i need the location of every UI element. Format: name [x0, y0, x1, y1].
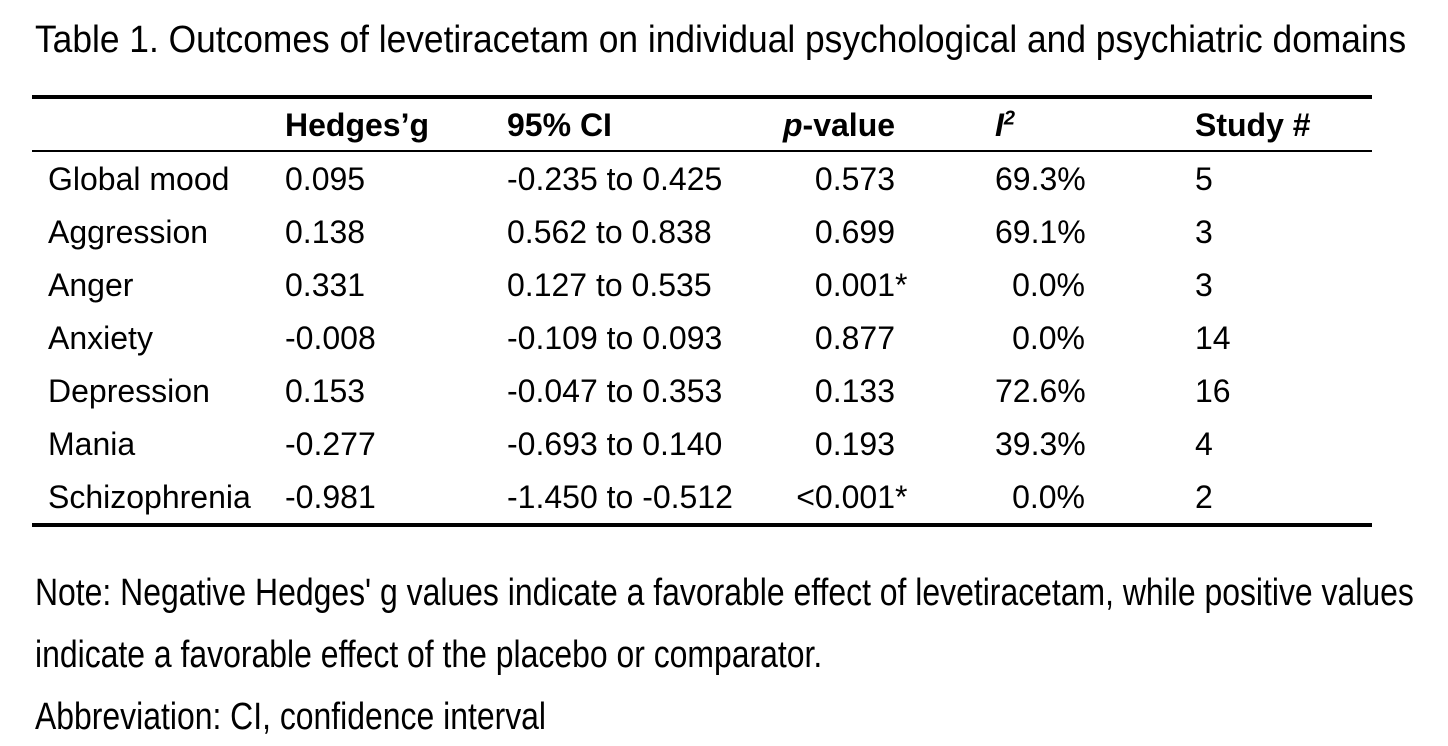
- note-line-2: indicate a favorable effect of the place…: [35, 634, 823, 676]
- ci-cell: -0.109 to 0.093: [507, 319, 723, 356]
- study-count-cell: 3: [1195, 213, 1213, 250]
- ci-cell: -0.235 to 0.425: [507, 160, 723, 197]
- p-value-cell: 0.193: [783, 428, 995, 460]
- i-squared-value: 0.0%: [1012, 266, 1085, 303]
- ci-cell: -1.450 to -0.512: [507, 478, 733, 515]
- i-squared-cell: 0.0%: [995, 481, 1195, 513]
- domain-cell: Schizophrenia: [48, 478, 251, 515]
- study-count-cell: 14: [1195, 319, 1231, 356]
- notes-section: Note: Negative Hedges' g values indicate…: [35, 562, 1448, 746]
- i-squared-value: 69.3%: [995, 160, 1086, 197]
- table-header-row: Hedges’g 95% CI p-value I2 Study #: [32, 99, 1372, 152]
- i-squared-cell: 0.0%: [995, 269, 1195, 301]
- p-value-cell: 0.001*: [783, 269, 995, 301]
- header-p-italic: p: [783, 106, 803, 143]
- hedges-g-cell: -0.981: [285, 478, 376, 515]
- table-row: Aggression 0.138 0.562 to 0.838 0.699 69.1% 3: [32, 205, 1372, 258]
- domain-cell: Anxiety: [48, 319, 153, 356]
- note-line-1: Note: Negative Hedges' g values indicate…: [35, 572, 1414, 614]
- header-ci: 95% CI: [507, 106, 612, 143]
- p-value-asterisk: *: [895, 478, 908, 515]
- hedges-g-cell: 0.095: [285, 160, 366, 197]
- ci-cell: 0.562 to 0.838: [507, 213, 712, 250]
- table-row: Mania -0.277 -0.693 to 0.140 0.193 39.3% 4: [32, 417, 1372, 470]
- hedges-g-cell: 0.153: [285, 372, 366, 409]
- domain-cell: Anger: [48, 266, 134, 303]
- hedges-g-cell: 0.331: [285, 266, 366, 303]
- p-value-base: 0.001: [814, 266, 895, 303]
- p-value-cell: 0.877: [783, 322, 995, 354]
- study-count-cell: 16: [1195, 372, 1231, 409]
- i-squared-value: 0.0%: [1012, 478, 1085, 515]
- data-table: Hedges’g 95% CI p-value I2 Study # Globa…: [32, 95, 1372, 527]
- header-i-squared: I2: [995, 106, 1195, 143]
- domain-cell: Global mood: [48, 160, 230, 197]
- study-count-cell: 3: [1195, 266, 1213, 303]
- domain-cell: Aggression: [48, 213, 209, 250]
- p-value-cell: 0.133: [783, 375, 995, 407]
- hedges-g-cell: -0.277: [285, 425, 376, 462]
- i-squared-value: 72.6%: [995, 372, 1086, 409]
- p-value-cell: 0.699: [783, 216, 995, 248]
- header-i-base: I: [995, 106, 1004, 143]
- p-value-base: 0.877: [814, 319, 895, 356]
- table-row: Schizophrenia -0.981 -1.450 to -0.512 <0.00…: [32, 470, 1372, 523]
- p-value-base: 0.133: [814, 372, 895, 409]
- hedges-g-cell: -0.008: [285, 319, 376, 356]
- domain-cell: Mania: [48, 425, 136, 462]
- abbreviation-line: Abbreviation: CI, confidence interval: [35, 696, 547, 738]
- table-row: Anger 0.331 0.127 to 0.535 0.001* 0.0% 3: [32, 258, 1372, 311]
- i-squared-value: 39.3%: [995, 425, 1086, 462]
- table-row: Global mood 0.095 -0.235 to 0.425 0.573 69.3…: [32, 152, 1372, 205]
- i-squared-cell: 0.0%: [995, 322, 1195, 354]
- p-value-cell: <0.001*: [783, 481, 995, 513]
- p-value-base: 0.699: [814, 213, 895, 250]
- ci-cell: -0.693 to 0.140: [507, 425, 723, 462]
- p-value-base: 0.573: [814, 160, 895, 197]
- study-count-cell: 2: [1195, 478, 1213, 515]
- table-row: Depression 0.153 -0.047 to 0.353 0.133 72.6%…: [32, 364, 1372, 417]
- ci-cell: -0.047 to 0.353: [507, 372, 723, 409]
- study-count-cell: 4: [1195, 425, 1213, 462]
- domain-cell: Depression: [48, 372, 210, 409]
- table-body: Global mood 0.095 -0.235 to 0.425 0.573 69.3…: [32, 152, 1372, 523]
- i-squared-cell: 39.3%: [995, 428, 1195, 460]
- i-squared-value: 0.0%: [1012, 319, 1085, 356]
- ci-cell: 0.127 to 0.535: [507, 266, 712, 303]
- p-value-cell: 0.573: [783, 163, 995, 195]
- header-hedges-g: Hedges’g: [285, 106, 430, 143]
- header-study-count: Study #: [1195, 106, 1311, 143]
- i-squared-cell: 69.1%: [995, 216, 1195, 248]
- header-i-superscript: 2: [1003, 106, 1016, 129]
- p-value-asterisk: *: [895, 266, 908, 303]
- header-p-rest: -value: [802, 106, 896, 143]
- table-row: Anxiety -0.008 -0.109 to 0.093 0.877 0.0% 14: [32, 311, 1372, 364]
- i-squared-cell: 72.6%: [995, 375, 1195, 407]
- table-title: Table 1. Outcomes of levetiracetam on in…: [35, 19, 1407, 61]
- i-squared-cell: 69.3%: [995, 163, 1195, 195]
- study-count-cell: 5: [1195, 160, 1213, 197]
- header-p-value: p-value: [783, 109, 995, 141]
- p-value-base: <0.001: [796, 478, 895, 515]
- i-squared-value: 69.1%: [995, 213, 1086, 250]
- p-value-base: 0.193: [814, 425, 895, 462]
- hedges-g-cell: 0.138: [285, 213, 366, 250]
